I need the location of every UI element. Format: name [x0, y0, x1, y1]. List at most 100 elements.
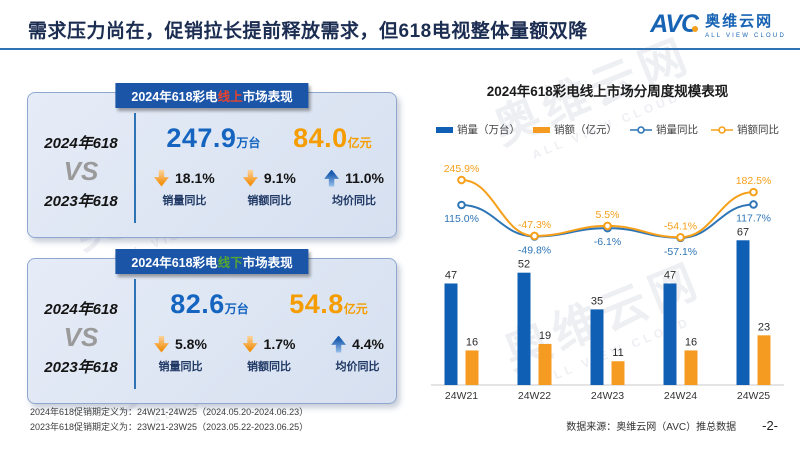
stat-price-yoy: 11.0% 均价同比: [324, 169, 384, 208]
chart-title: 2024年618彩电线上市场分周度规模表现: [486, 84, 729, 99]
bar-value-label: 23: [758, 321, 770, 333]
year-2024-label: 2024年618: [44, 300, 118, 318]
vs-label: VS: [63, 321, 99, 352]
legend-item-3: 销额同比: [711, 122, 779, 137]
year-2023-label: 2023年618: [44, 192, 118, 210]
weekly-scale-chart: 47 52 35 47 67 16 19 11 16 23 115.0% -49.8% -6.1% -57…: [425, 140, 790, 408]
line-value-label: -57.1%: [664, 246, 697, 258]
bar-value-label: 67: [737, 226, 749, 238]
channel-offline-label: 线下: [217, 256, 243, 270]
down-arrow-icon: [242, 169, 258, 187]
footnote-line: 2024年618促销期定义为：24W21-24W25（2024.05.20-20…: [30, 407, 309, 417]
bar-24W21: [465, 350, 479, 385]
line-marker: [749, 200, 758, 209]
data-source: 数据来源：奥维云网（AVC）推总数据: [566, 422, 737, 433]
vs-label: VS: [63, 155, 99, 186]
panel-offline-header: 2024年618彩电线下市场表现: [115, 249, 309, 274]
line-marker: [457, 200, 466, 210]
legend-line-swatch: [630, 125, 652, 134]
bar-24W24: [663, 283, 677, 385]
bar-24W24: [684, 350, 698, 385]
stat-amount-yoy: 1.7% 销额同比: [242, 335, 295, 374]
category-label: 24W25: [737, 390, 770, 402]
line-value-label: 117.7%: [736, 212, 771, 224]
panel-offline-stats: 5.8% 销量同比 1.7% 销额同比 4.: [150, 335, 388, 374]
bar-value-label: 47: [664, 269, 676, 281]
down-arrow-icon: [154, 169, 169, 187]
title-underline: [0, 48, 800, 50]
line-value-label: 245.9%: [444, 163, 480, 175]
up-arrow-icon: [331, 335, 347, 353]
online-volume-metric: 247.9 万台: [166, 122, 261, 153]
panel-online-stats: 18.1% 销量同比 9.1% 销额同比 1: [150, 169, 388, 208]
bar-24W22: [538, 343, 552, 385]
line-value-label: 5.5%: [596, 209, 620, 221]
bar-value-label: 19: [539, 330, 551, 342]
bar-value-label: 16: [466, 336, 478, 348]
category-label: 24W21: [445, 390, 478, 402]
legend-bar-swatch: [533, 126, 550, 133]
panel-offline: 2024年618彩电线下市场表现 2024年618 VS 2023年618 82…: [27, 249, 397, 404]
panel-online-values: 247.9 万台 84.0 亿元: [150, 123, 388, 154]
stat-price-yoy: 4.4% 均价同比: [331, 335, 384, 374]
online-amount-metric: 84.0 亿元: [293, 122, 372, 153]
down-arrow-icon: [154, 335, 169, 353]
legend-label: 销量（万台）: [457, 124, 520, 136]
footnotes: 2024年618促销期定义为：24W21-24W25（2024.05.20-20…: [30, 405, 308, 436]
panel-online-header: 2024年618彩电线上市场表现: [115, 83, 309, 108]
panel-online: 2024年618彩电线上市场表现 2024年618 VS 2023年618 24…: [27, 83, 397, 238]
line-value-label: -54.1%: [664, 220, 697, 232]
legend-label: 销额同比: [737, 124, 779, 136]
weekly-chart-svg: 47 52 35 47 67 16 19 11 16 23 115.0% -49.8% -6.1% -57…: [431, 163, 784, 402]
offline-amount-metric: 54.8 亿元: [289, 288, 368, 319]
category-label: 24W24: [664, 390, 697, 402]
legend-item-0: 销量（万台）: [436, 122, 520, 137]
line-marker: [749, 187, 758, 197]
stat-volume-yoy: 18.1% 销量同比: [154, 169, 215, 208]
channel-online-label: 线上: [217, 90, 243, 104]
line-marker: [530, 231, 539, 241]
bar-24W23: [611, 361, 625, 385]
bar-value-label: 47: [445, 269, 457, 281]
bar-value-label: 35: [591, 295, 603, 307]
up-arrow-icon: [324, 169, 340, 187]
bar-24W25: [736, 240, 750, 385]
line-value-label: -47.3%: [518, 219, 551, 231]
chart-legend: 销量（万台） 销额（亿元） 销量同比 销额同比: [420, 122, 795, 137]
bar-24W23: [590, 309, 604, 385]
year-2023-label: 2023年618: [44, 358, 118, 376]
line-marker: [676, 232, 685, 242]
line-value-label: -6.1%: [594, 236, 621, 248]
logo-dot-icon: [692, 25, 699, 32]
line-value-label: -49.8%: [518, 244, 551, 256]
legend-item-1: 销额（亿元）: [533, 122, 617, 137]
bar-24W22: [517, 272, 531, 385]
legend-item-2: 销量同比: [630, 122, 698, 137]
year-2024-label: 2024年618: [44, 134, 118, 152]
bar-value-label: 16: [685, 336, 697, 348]
category-label: 24W23: [591, 390, 624, 402]
line-value-label: 182.5%: [736, 175, 772, 187]
page-title: 需求压力尚在，促销拉长提前释放需求，但618电视整体量额双降: [28, 21, 588, 42]
stat-amount-yoy: 9.1% 销额同比: [242, 169, 296, 208]
panel-offline-compare: 2024年618 VS 2023年618: [28, 271, 134, 403]
logo-name: 奥维云网: [705, 13, 774, 30]
line-value-label: 115.0%: [444, 213, 479, 225]
stat-volume-yoy: 5.8% 销量同比: [154, 335, 207, 374]
panel-offline-values: 82.6 万台 54.8 亿元: [150, 289, 388, 320]
category-label: 24W22: [518, 390, 551, 402]
panel-online-compare: 2024年618 VS 2023年618: [28, 105, 134, 237]
legend-label: 销量同比: [656, 124, 698, 136]
offline-volume-metric: 82.6 万台: [170, 288, 249, 319]
bar-value-label: 11: [612, 347, 623, 359]
legend-label: 销额（亿元）: [554, 124, 617, 136]
logo-tagline: ALL VIEW CLOUD: [705, 33, 786, 39]
footnote-line: 2023年618促销期定义为：23W21-23W25（2023.05.22-20…: [30, 422, 309, 433]
line-marker: [603, 221, 612, 231]
bar-value-label: 52: [518, 259, 530, 271]
bar-24W25: [757, 335, 771, 385]
line-marker: [457, 175, 466, 185]
avc-logo-mark: AVC: [650, 10, 699, 38]
legend-line-swatch: [711, 125, 733, 134]
